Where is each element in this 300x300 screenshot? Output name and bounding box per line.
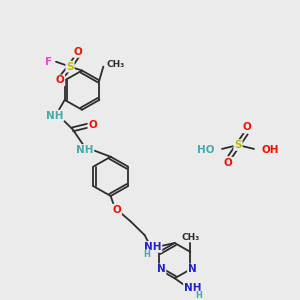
Text: NH: NH bbox=[184, 283, 201, 293]
Text: H: H bbox=[143, 250, 150, 259]
Text: H: H bbox=[195, 291, 202, 300]
Text: N: N bbox=[157, 265, 166, 275]
Text: O: O bbox=[74, 47, 82, 57]
Text: S: S bbox=[66, 61, 74, 72]
Text: N: N bbox=[188, 265, 197, 275]
Text: CH₃: CH₃ bbox=[106, 60, 124, 69]
Text: O: O bbox=[243, 122, 251, 132]
Text: CH₃: CH₃ bbox=[181, 232, 200, 242]
Text: S: S bbox=[234, 140, 242, 150]
Text: OH: OH bbox=[262, 145, 280, 155]
Text: NH: NH bbox=[76, 145, 93, 155]
Text: O: O bbox=[112, 205, 121, 215]
Text: NH: NH bbox=[46, 111, 63, 121]
Text: O: O bbox=[56, 75, 64, 85]
Text: HO: HO bbox=[196, 145, 214, 155]
Text: O: O bbox=[224, 158, 232, 168]
Text: O: O bbox=[88, 120, 97, 130]
Text: NH: NH bbox=[144, 242, 161, 252]
Text: F: F bbox=[45, 57, 52, 67]
